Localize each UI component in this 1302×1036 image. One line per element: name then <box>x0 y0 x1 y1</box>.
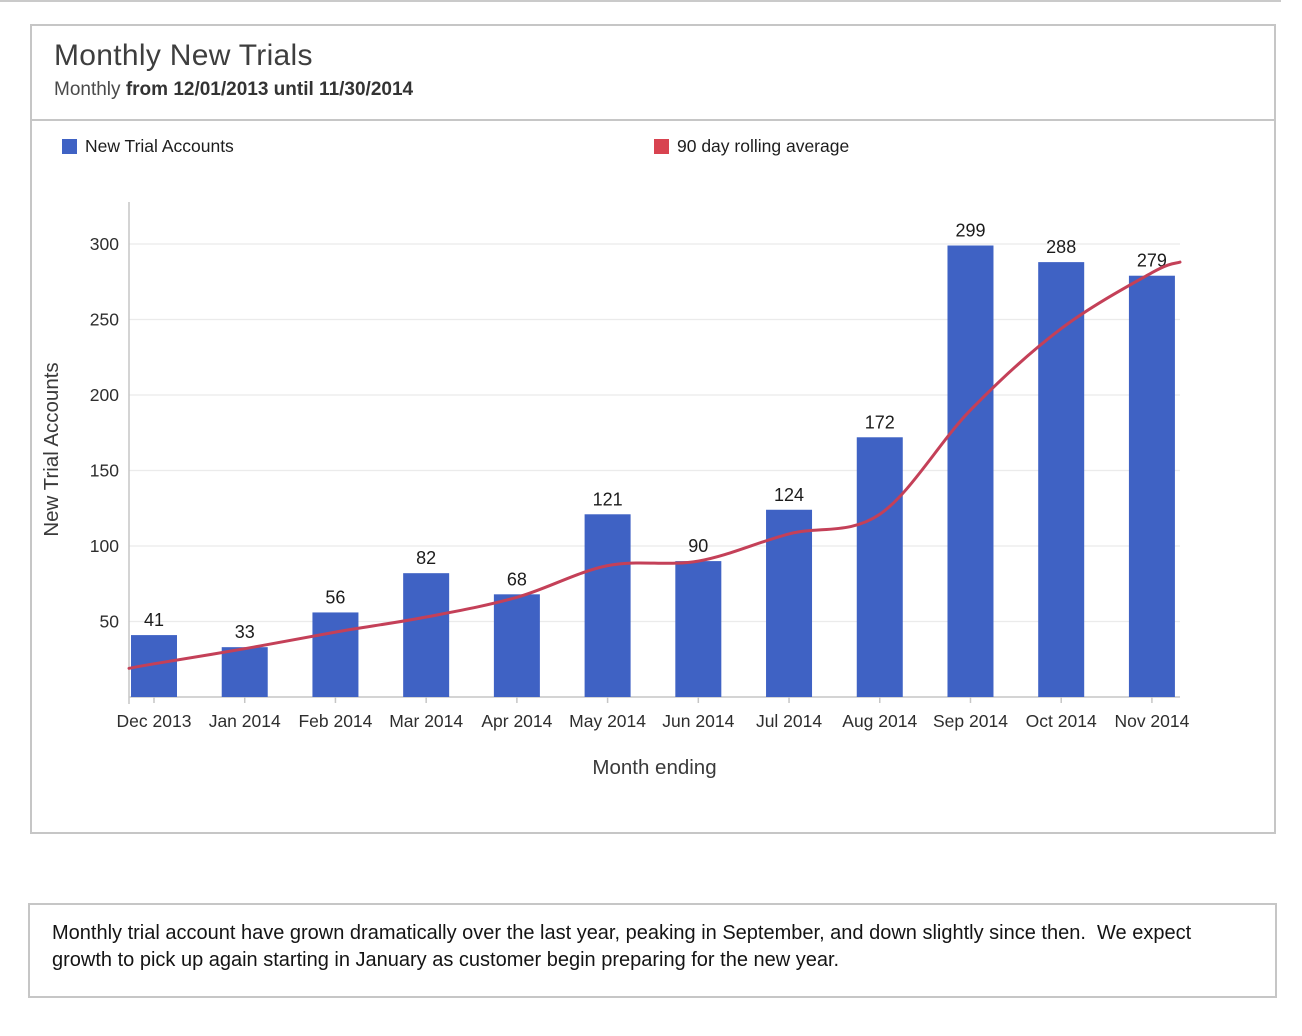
svg-text:100: 100 <box>90 536 119 556</box>
window-top-edge <box>0 0 1281 2</box>
bar-mar-2014 <box>403 573 450 697</box>
x-axis-ticks <box>153 697 1153 703</box>
svg-text:68: 68 <box>507 569 527 589</box>
svg-text:Mar 2014: Mar 2014 <box>389 711 463 731</box>
caption-text: Monthly trial account have grown dramati… <box>52 922 1197 971</box>
legend-label: New Trial Accounts <box>85 136 234 156</box>
bar-oct-2014 <box>1038 262 1085 697</box>
svg-text:288: 288 <box>1046 237 1076 257</box>
legend-item-rolling-average: 90 day rolling average <box>654 136 849 157</box>
legend-label: 90 day rolling average <box>677 136 850 156</box>
svg-text:90: 90 <box>688 536 708 556</box>
svg-text:Jun 2014: Jun 2014 <box>662 711 734 731</box>
rolling-average-line <box>127 260 1182 670</box>
svg-text:124: 124 <box>774 485 804 505</box>
bar-sep-2014 <box>947 245 994 697</box>
svg-text:200: 200 <box>90 385 119 405</box>
svg-text:300: 300 <box>90 234 119 254</box>
page-title: Monthly New Trials <box>54 39 313 72</box>
svg-text:Jan 2014: Jan 2014 <box>209 711 281 731</box>
bar-apr-2014 <box>493 594 540 697</box>
svg-text:Jul 2014: Jul 2014 <box>756 711 822 731</box>
bar-jan-2014 <box>221 647 268 697</box>
caption-box: Monthly trial account have grown dramati… <box>28 903 1277 998</box>
y-axis-title: New Trial Accounts <box>40 362 63 536</box>
legend: New Trial Accounts 90 day rolling averag… <box>32 136 1274 160</box>
bar-aug-2014 <box>856 437 903 697</box>
svg-text:Dec 2013: Dec 2013 <box>117 711 192 731</box>
svg-text:299: 299 <box>955 221 985 241</box>
svg-text:Aug 2014: Aug 2014 <box>842 711 917 731</box>
svg-text:56: 56 <box>325 587 345 607</box>
svg-text:50: 50 <box>100 612 120 632</box>
svg-text:279: 279 <box>1137 251 1167 271</box>
bar-nov-2014 <box>1128 275 1175 697</box>
svg-text:Sep 2014: Sep 2014 <box>933 711 1008 731</box>
chart-card: Monthly New Trials Monthly from 12/01/20… <box>30 24 1276 834</box>
svg-text:33: 33 <box>235 622 255 642</box>
svg-text:Nov 2014: Nov 2014 <box>1114 711 1189 731</box>
svg-text:121: 121 <box>593 489 623 509</box>
subtitle-interval: Monthly <box>54 79 126 100</box>
bar-may-2014 <box>584 514 631 697</box>
x-axis-tick-labels: Dec 2013 Jan 2014 Feb 2014 Mar 2014 Apr 2014… <box>117 711 1190 731</box>
x-axis-title: Month ending <box>592 756 716 779</box>
chart-plot: 50 100 150 200 250 300 41 33 56 82 68 121 90 124 172 29… <box>32 122 1278 836</box>
svg-text:82: 82 <box>416 548 436 568</box>
svg-text:Feb 2014: Feb 2014 <box>298 711 372 731</box>
legend-swatch-red <box>654 139 669 154</box>
svg-text:172: 172 <box>865 412 895 432</box>
card-header: Monthly New Trials Monthly from 12/01/20… <box>32 26 1274 121</box>
legend-item-new-trial-accounts: New Trial Accounts <box>62 136 234 157</box>
bar-jul-2014 <box>766 509 813 697</box>
bar-jun-2014 <box>675 561 722 697</box>
legend-swatch-blue <box>62 139 77 154</box>
svg-text:41: 41 <box>144 610 164 630</box>
svg-text:Apr 2014: Apr 2014 <box>481 711 552 731</box>
bar-value-labels: 41 33 56 82 68 121 90 124 172 299 288 279 <box>144 221 1167 643</box>
date-range-subtitle: Monthly from 12/01/2013 until 11/30/2014 <box>54 79 1274 101</box>
y-gridlines <box>129 243 1180 623</box>
bar-feb-2014 <box>312 612 359 697</box>
bars <box>131 245 1175 697</box>
svg-text:250: 250 <box>90 310 119 330</box>
svg-text:150: 150 <box>90 461 119 481</box>
y-axis-tick-labels: 50 100 150 200 250 300 <box>90 234 119 632</box>
chart-canvas: 50 100 150 200 250 300 41 33 56 82 68 121 90 124 172 29… <box>40 202 1190 779</box>
svg-text:May 2014: May 2014 <box>569 711 646 731</box>
subtitle-dates: from 12/01/2013 until 11/30/2014 <box>125 79 414 100</box>
svg-text:Oct 2014: Oct 2014 <box>1026 711 1097 731</box>
